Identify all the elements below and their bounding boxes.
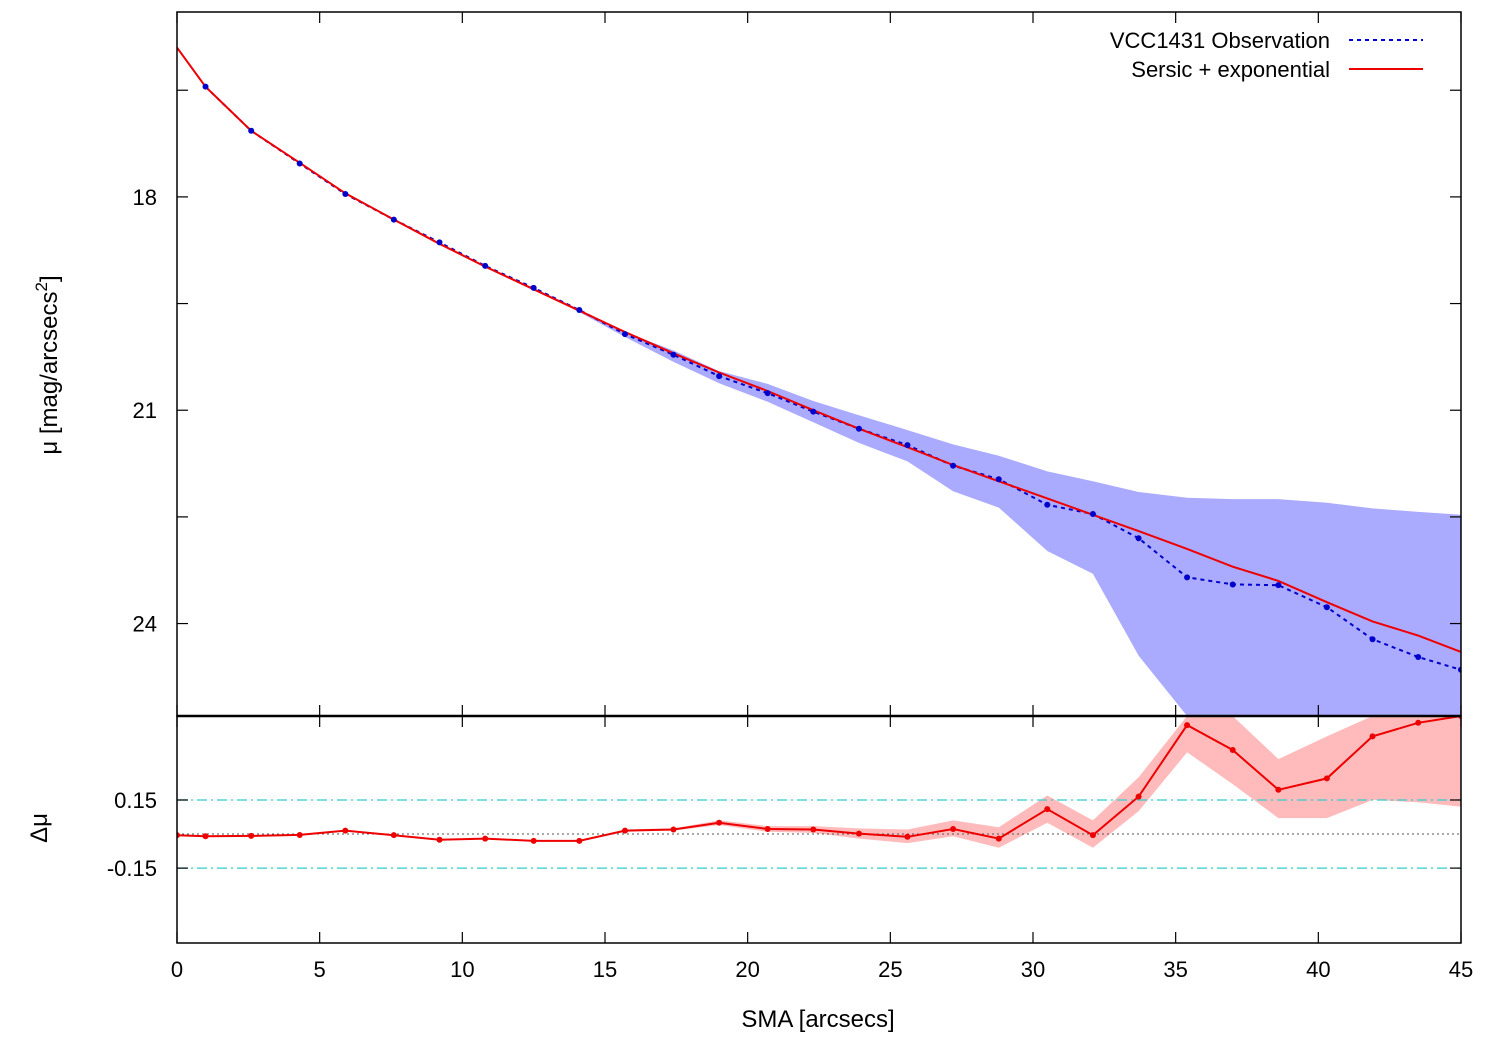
y-tick-label: -0.15 [107,856,157,881]
frame-layer [176,11,1462,944]
observation-point [1415,653,1422,660]
observation-point [904,442,911,449]
residual-point [1229,747,1236,754]
observation-point [764,390,771,397]
residual-point [1044,806,1051,813]
y-tick-label: 0.15 [114,788,157,813]
legend-label: VCC1431 Observation [1110,28,1330,53]
residual-point [576,837,583,844]
observation-error-band [205,86,1461,716]
residual-point [1275,786,1282,793]
series-points-layer [177,83,1461,844]
labels-layer: μ [mag/arcsecs2] Δμ SMA [arcsecs] 0 5 10 15… [26,185,1473,1033]
observation-point [482,262,489,269]
residual-point [995,835,1002,842]
residual-point [670,826,677,833]
observation-point [342,191,349,198]
ticks-layer [176,12,1462,943]
series-lines-layer [177,47,1461,842]
residual-point [296,831,303,838]
x-tick-label: 20 [735,957,759,982]
residual-point [390,832,397,839]
residual-point [1369,733,1376,740]
residual-point [855,830,862,837]
observation-point [1275,582,1282,589]
x-tick-label: 25 [878,957,902,982]
observation-point [576,306,583,313]
observation-point [530,284,537,291]
y-tick-label: 18 [133,185,157,210]
observation-point [1135,535,1142,542]
y-tick-label: 21 [133,398,157,423]
observation-point [1229,581,1236,588]
y-tick-label: 24 [133,612,157,637]
residual-point [530,837,537,844]
observation-point [296,160,303,167]
residual-point [202,833,209,840]
x-tick-label: 0 [171,957,183,982]
x-tick-label: 35 [1163,957,1187,982]
y-axis-label-top-close: ] [36,275,63,282]
residual-point [950,826,957,833]
residual-point [342,827,349,834]
observation-point [621,331,628,338]
legend-label: Sersic + exponential [1131,57,1330,82]
observation-point [995,476,1002,483]
residual-point [1184,722,1191,729]
observation-point [390,216,397,223]
residual-point [1089,832,1096,839]
observation-point [1044,501,1051,508]
x-tick-label: 45 [1449,957,1473,982]
residual-point [764,826,771,833]
observation-point [248,127,255,134]
observation-point [202,83,209,90]
observation-point [1369,636,1376,643]
y-axis-label-top: μ [mag/arcsecs2] [32,275,63,454]
observation-point [436,239,443,246]
y-axis-label-top-sup: 2 [32,282,51,291]
observation-point [810,408,817,415]
observation-point [716,373,723,380]
bands-layer [177,86,1461,848]
y-axis-label-bottom: Δμ [26,813,53,843]
observation-point [950,462,957,469]
x-tick-label: 15 [593,957,617,982]
residual-point [1323,775,1330,782]
observation-point [670,351,677,358]
legend: VCC1431 Observation Sersic + exponential [1110,28,1423,82]
residual-point [810,826,817,833]
residual-point [716,819,723,826]
residual-point [1415,719,1422,726]
residual-point [482,835,489,842]
x-tick-label: 10 [450,957,474,982]
x-axis-label: SMA [arcsecs] [741,1006,894,1033]
residual-point [904,833,911,840]
x-tick-label: 5 [314,957,326,982]
residual-point [1135,793,1142,800]
residual-point [621,827,628,834]
observation-point [1089,511,1096,518]
y-axis-label-top-main: μ [mag/arcsecs [36,291,63,454]
residual-point [436,836,443,843]
reference-lines-layer [177,799,1461,869]
x-tick-label: 40 [1306,957,1330,982]
residual-point [248,832,255,839]
observation-point [855,425,862,432]
observation-point [1184,574,1191,581]
observation-point [1323,604,1330,611]
x-tick-label: 30 [1021,957,1045,982]
